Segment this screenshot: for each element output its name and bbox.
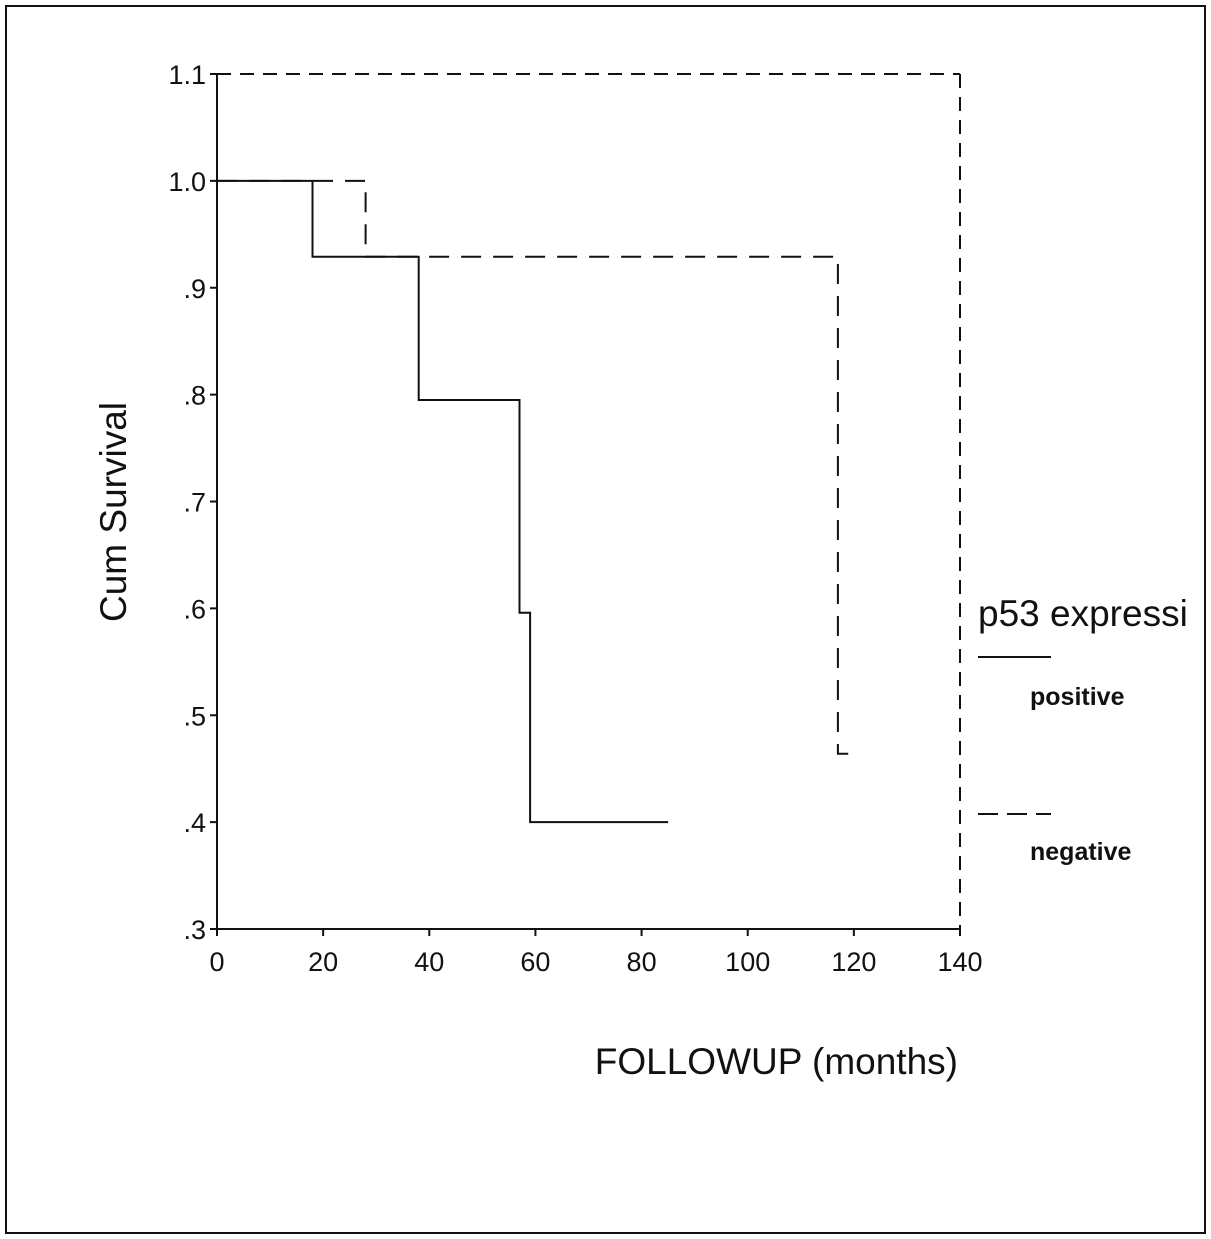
legend-title: p53 expressi bbox=[978, 593, 1188, 634]
y-axis-ticks: .3 .4 .5 .6 .7 .8 .9 1.0 1.1 bbox=[168, 60, 217, 945]
y-tick-label: .8 bbox=[183, 381, 206, 411]
y-tick-label: .6 bbox=[183, 594, 206, 624]
x-tick-label: 40 bbox=[414, 947, 444, 977]
x-tick-label: 100 bbox=[725, 947, 770, 977]
legend-label-negative: negative bbox=[1030, 838, 1132, 866]
y-axis-title: Cum Survival bbox=[93, 402, 134, 622]
y-tick-label: 1.0 bbox=[168, 167, 206, 197]
x-tick-label: 80 bbox=[627, 947, 657, 977]
x-axis-title: FOLLOWUP (months) bbox=[595, 1041, 958, 1082]
y-tick-label: .5 bbox=[183, 701, 206, 731]
x-tick-label: 60 bbox=[520, 947, 550, 977]
x-tick-label: 20 bbox=[308, 947, 338, 977]
legend-label-positive: positive bbox=[1030, 683, 1125, 711]
y-tick-label: 1.1 bbox=[168, 60, 206, 90]
y-tick-label: .4 bbox=[183, 808, 206, 838]
x-axis-ticks: 0 20 40 60 80 100 120 140 bbox=[209, 929, 983, 977]
y-tick-label: .9 bbox=[183, 274, 206, 304]
series-line-negative bbox=[217, 179, 849, 755]
x-tick-label: 140 bbox=[937, 947, 982, 977]
y-tick-label: .3 bbox=[183, 915, 206, 945]
x-tick-label: 0 bbox=[209, 947, 224, 977]
series-line-positive bbox=[217, 179, 669, 824]
series-group bbox=[217, 179, 849, 824]
y-tick-label: .7 bbox=[183, 488, 206, 518]
figure-border bbox=[5, 5, 1206, 1234]
x-tick-label: 120 bbox=[831, 947, 876, 977]
